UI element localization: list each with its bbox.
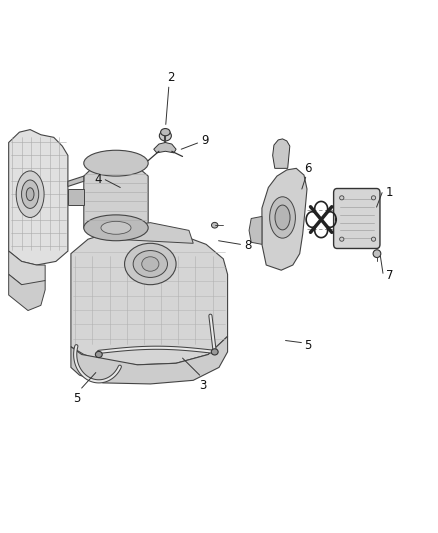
Polygon shape bbox=[9, 130, 68, 265]
Ellipse shape bbox=[159, 131, 171, 141]
Polygon shape bbox=[262, 168, 307, 270]
Ellipse shape bbox=[101, 221, 131, 235]
Ellipse shape bbox=[26, 188, 34, 200]
Polygon shape bbox=[68, 176, 84, 187]
Ellipse shape bbox=[371, 196, 376, 200]
Ellipse shape bbox=[339, 196, 344, 200]
Polygon shape bbox=[154, 142, 176, 153]
Text: 7: 7 bbox=[386, 269, 394, 282]
Polygon shape bbox=[71, 336, 228, 384]
Ellipse shape bbox=[211, 349, 218, 355]
Text: 4: 4 bbox=[95, 173, 102, 186]
Ellipse shape bbox=[95, 351, 102, 358]
Text: 6: 6 bbox=[304, 162, 311, 175]
Ellipse shape bbox=[275, 205, 290, 230]
Polygon shape bbox=[249, 216, 262, 244]
Polygon shape bbox=[9, 274, 45, 311]
Polygon shape bbox=[114, 223, 193, 243]
Ellipse shape bbox=[21, 180, 39, 208]
Text: 5: 5 bbox=[73, 392, 80, 405]
Text: 5: 5 bbox=[304, 339, 311, 352]
Polygon shape bbox=[272, 139, 290, 168]
FancyBboxPatch shape bbox=[334, 189, 380, 248]
Text: 2: 2 bbox=[167, 71, 175, 84]
Polygon shape bbox=[71, 230, 228, 365]
Ellipse shape bbox=[84, 150, 148, 176]
Ellipse shape bbox=[373, 250, 381, 257]
Polygon shape bbox=[84, 163, 148, 239]
Ellipse shape bbox=[124, 243, 176, 285]
Ellipse shape bbox=[339, 237, 344, 241]
Ellipse shape bbox=[270, 197, 295, 238]
Ellipse shape bbox=[212, 222, 218, 228]
Ellipse shape bbox=[133, 251, 167, 278]
Ellipse shape bbox=[371, 237, 376, 241]
Text: 1: 1 bbox=[386, 186, 393, 199]
Text: 3: 3 bbox=[199, 379, 206, 392]
Polygon shape bbox=[9, 251, 45, 287]
Text: 8: 8 bbox=[244, 239, 251, 253]
Ellipse shape bbox=[84, 215, 148, 241]
Ellipse shape bbox=[142, 257, 159, 271]
Text: 9: 9 bbox=[201, 134, 208, 148]
Polygon shape bbox=[68, 189, 84, 205]
Ellipse shape bbox=[16, 171, 44, 217]
Ellipse shape bbox=[161, 128, 170, 136]
